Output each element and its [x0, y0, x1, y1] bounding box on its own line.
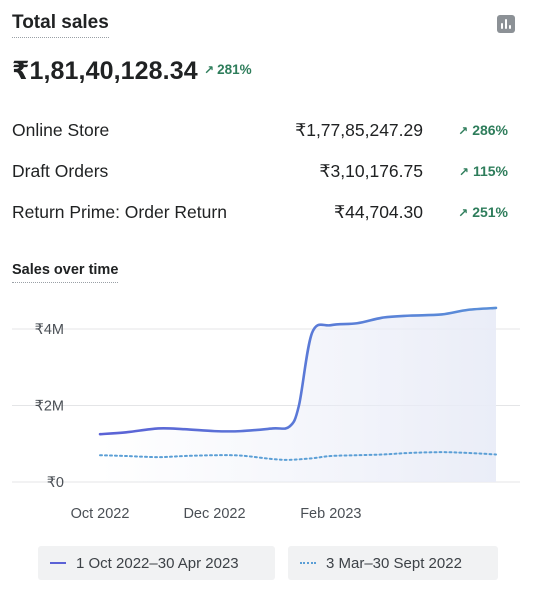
- legend-item-comparison[interactable]: 3 Mar–30 Sept 2022: [288, 546, 498, 580]
- bar-chart-icon[interactable]: [497, 15, 515, 33]
- breakdown-label-return-prime: Return Prime: Order Return: [12, 202, 227, 222]
- y-tick-label: ₹0: [47, 475, 64, 491]
- breakdown-label-online-store: Online Store: [12, 120, 110, 140]
- x-tick-label: Feb 2023: [300, 506, 361, 522]
- y-tick-label: ₹4M: [35, 322, 64, 338]
- legend-label-comparison: 3 Mar–30 Sept 2022: [326, 554, 462, 572]
- breakdown-value-online-store: ₹1,77,85,247.29: [295, 120, 423, 140]
- dotted-line-swatch: [300, 562, 316, 564]
- total-change-value: 281%: [217, 62, 252, 77]
- sales-over-time-chart: ₹4M ₹2M ₹0 Oct 2022 Dec 2022 Feb 2023: [12, 306, 520, 522]
- breakdown-change-online-store: ↗ 286%: [458, 122, 508, 138]
- x-tick-label: Oct 2022: [71, 506, 130, 522]
- series-line-current: [98, 306, 498, 436]
- breakdown-change-value: 251%: [472, 204, 508, 220]
- chart-title[interactable]: Sales over time: [12, 262, 119, 283]
- card-title[interactable]: Total sales: [12, 12, 109, 38]
- legend-item-current[interactable]: 1 Oct 2022–30 Apr 2023: [38, 546, 275, 580]
- legend-label-current: 1 Oct 2022–30 Apr 2023: [76, 554, 239, 572]
- series-area-current: [100, 307, 496, 482]
- breakdown-value-draft-orders: ₹3,10,176.75: [319, 161, 423, 181]
- total-change-badge: ↗ 281%: [204, 62, 252, 77]
- arrow-up-right-icon: ↗: [458, 165, 469, 179]
- arrow-up-right-icon: ↗: [204, 63, 215, 77]
- series-line-comparison: [99, 451, 497, 461]
- breakdown-change-draft-orders: ↗ 115%: [459, 163, 508, 179]
- breakdown-change-return-prime: ↗ 251%: [458, 204, 508, 220]
- breakdown-change-value: 286%: [472, 122, 508, 138]
- breakdown-change-value: 115%: [472, 163, 508, 179]
- x-tick-label: Dec 2022: [183, 506, 245, 522]
- total-sales-value: ₹1,81,40,128.34: [12, 57, 198, 85]
- arrow-up-right-icon: ↗: [458, 206, 469, 220]
- arrow-up-right-icon: ↗: [458, 124, 469, 138]
- y-tick-label: ₹2M: [35, 399, 64, 415]
- breakdown-label-draft-orders: Draft Orders: [12, 161, 109, 181]
- breakdown-value-return-prime: ₹44,704.30: [334, 202, 423, 222]
- solid-line-swatch: [50, 562, 66, 564]
